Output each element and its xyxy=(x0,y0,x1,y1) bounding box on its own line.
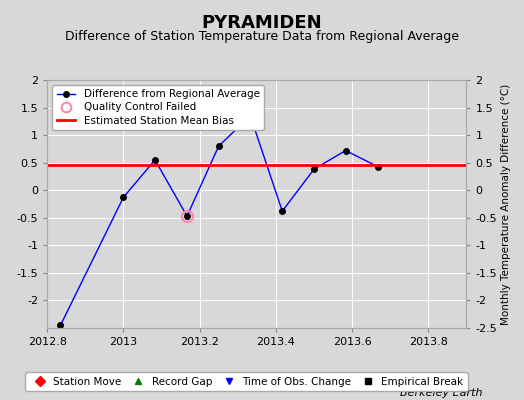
Text: PYRAMIDEN: PYRAMIDEN xyxy=(202,14,322,32)
Text: Difference of Station Temperature Data from Regional Average: Difference of Station Temperature Data f… xyxy=(65,30,459,43)
Legend: Station Move, Record Gap, Time of Obs. Change, Empirical Break: Station Move, Record Gap, Time of Obs. C… xyxy=(25,372,467,391)
Text: Berkeley Earth: Berkeley Earth xyxy=(400,388,482,398)
Y-axis label: Monthly Temperature Anomaly Difference (°C): Monthly Temperature Anomaly Difference (… xyxy=(501,83,511,325)
Legend: Difference from Regional Average, Quality Control Failed, Estimated Station Mean: Difference from Regional Average, Qualit… xyxy=(52,85,264,130)
